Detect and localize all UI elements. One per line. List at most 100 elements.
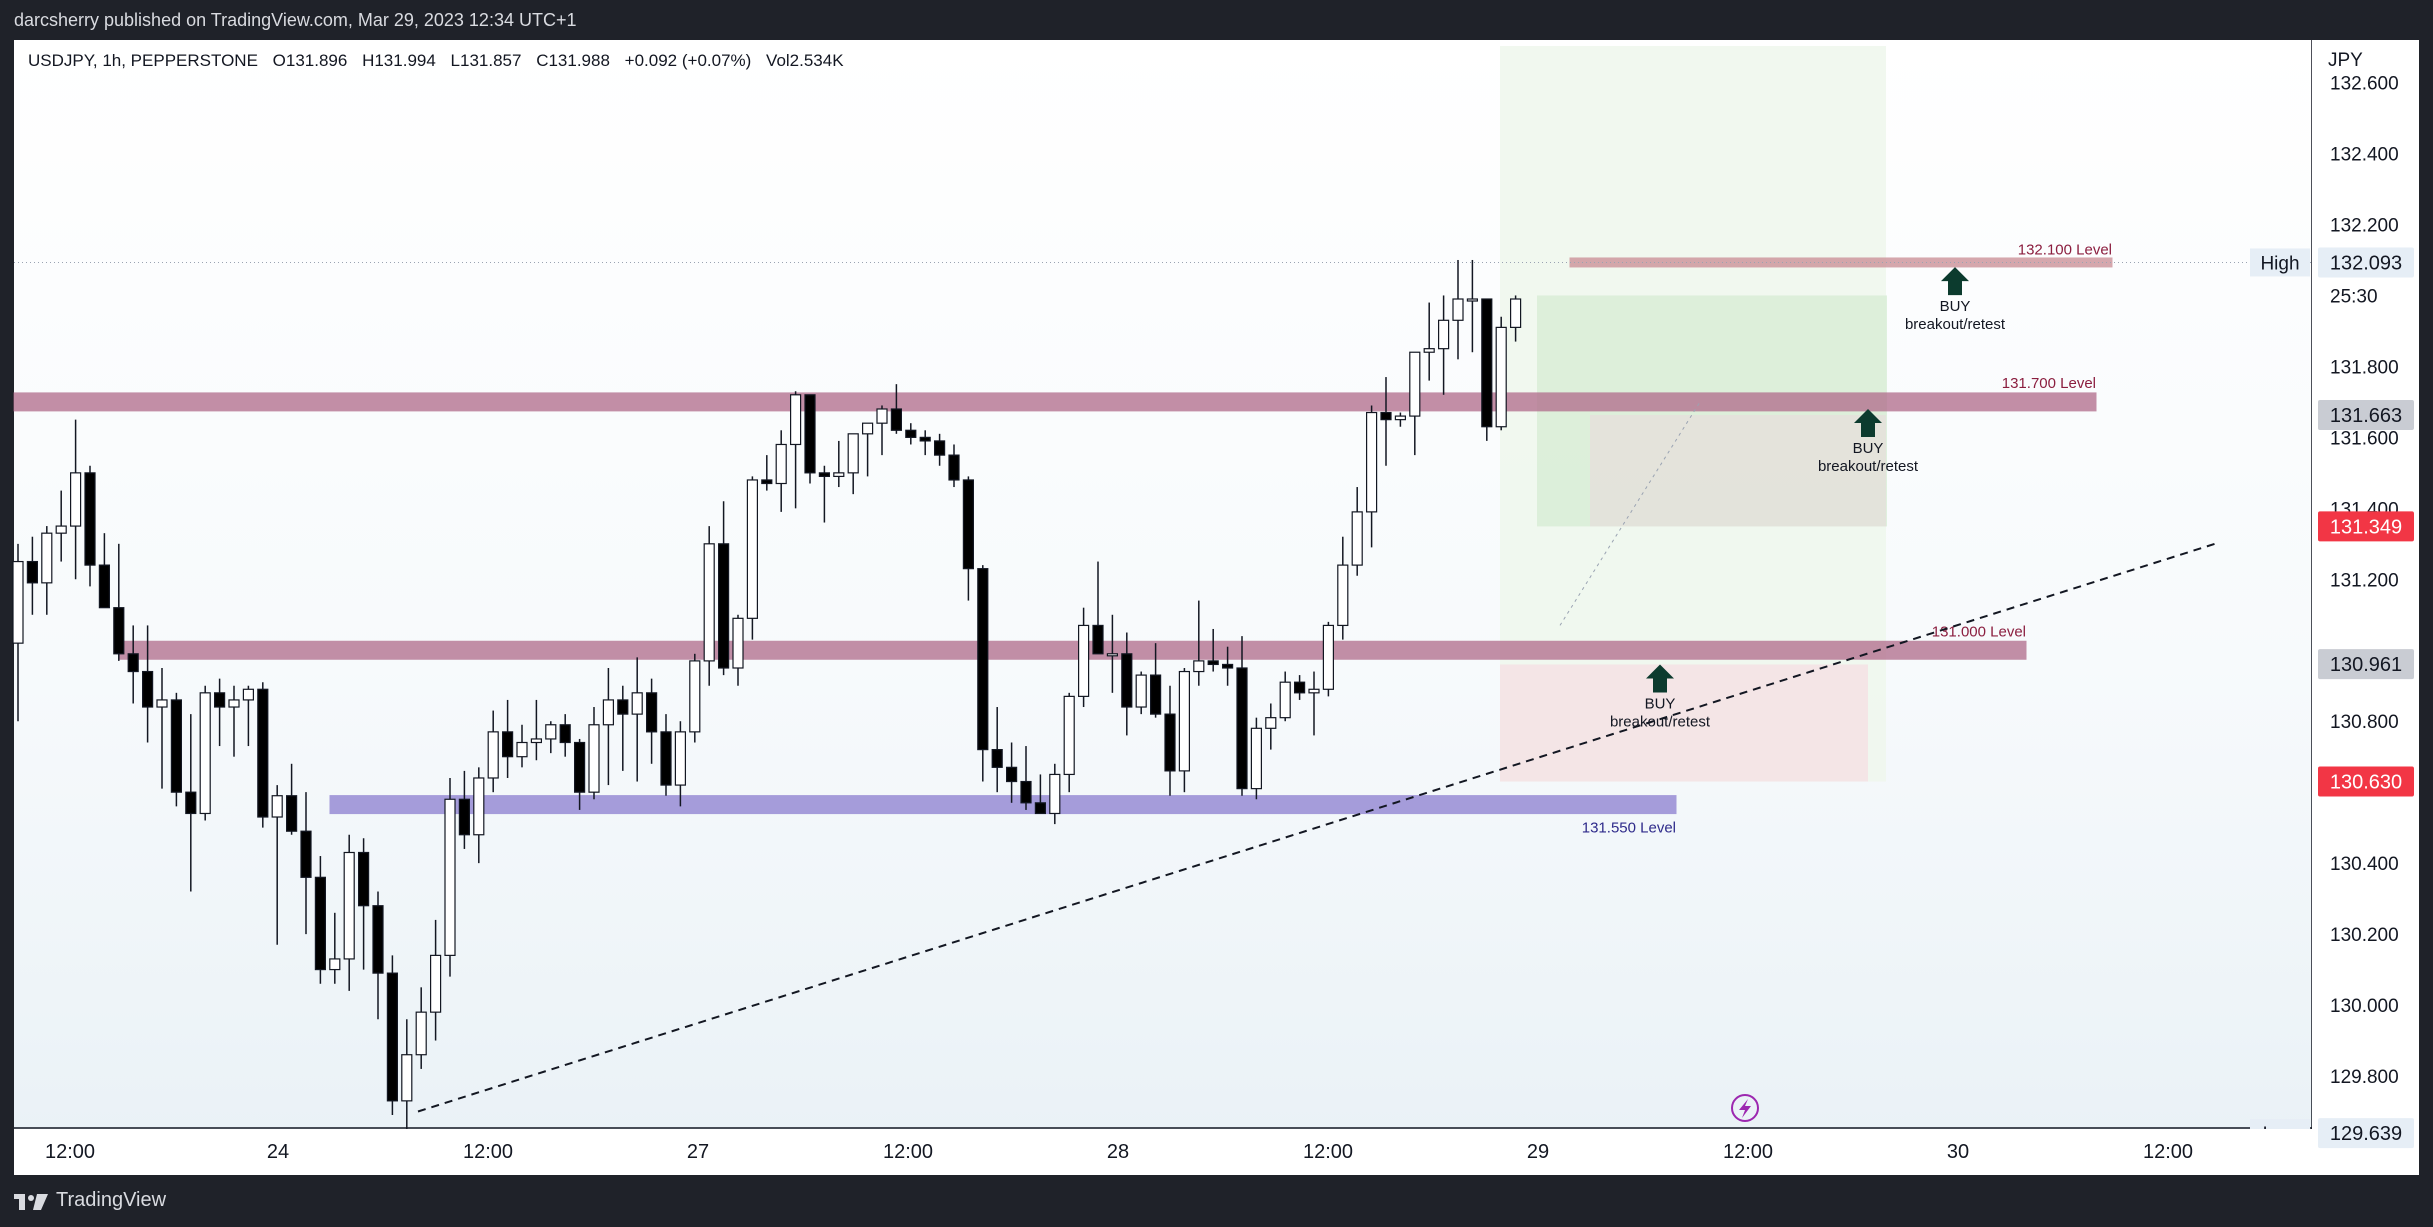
x-tick-label: 12:00 (1723, 1141, 1773, 1163)
level-band (119, 640, 2027, 660)
breakout-retest-label: breakout/retest (1818, 458, 1919, 475)
candle-body (717, 543, 730, 669)
candle-body (1452, 298, 1464, 321)
candle-body (1279, 681, 1291, 719)
candle (487, 710, 499, 793)
y-tick-label: 132.200 (2330, 215, 2399, 236)
candle-body (1293, 681, 1306, 694)
candle (1452, 259, 1464, 360)
candle (502, 699, 514, 778)
candle (156, 667, 168, 789)
candle (1322, 621, 1335, 697)
chart-area[interactable] (14, 40, 2419, 1175)
y-tick-label: 129.800 (2330, 1067, 2399, 1088)
x-tick-label: 27 (687, 1141, 709, 1163)
candle (1193, 600, 1205, 686)
candle-body (746, 479, 759, 619)
candle-body (458, 798, 470, 836)
candle-body (55, 525, 67, 534)
candle (1106, 614, 1119, 693)
ticker-low: L131.857 (450, 51, 522, 70)
candle (861, 422, 874, 477)
candle (717, 501, 730, 676)
candle (1495, 316, 1507, 431)
candle (789, 391, 802, 509)
candle-body (386, 972, 398, 1102)
candle-body (689, 660, 701, 733)
candle (1265, 703, 1277, 750)
price-tag-value: 129.639 (2330, 1123, 2402, 1145)
candle-body (1121, 653, 1133, 708)
candle (1351, 487, 1363, 576)
candle-body (588, 724, 600, 793)
candle-body (1049, 773, 1061, 815)
candle-body (559, 724, 571, 744)
candle (372, 891, 384, 1020)
y-tick-label: 130.200 (2330, 925, 2399, 946)
candle-body (156, 699, 168, 708)
candle-body (228, 699, 240, 708)
candle (746, 476, 759, 640)
candle-body (991, 748, 1003, 768)
level-label: 131.700 Level (2002, 375, 2096, 392)
candle (185, 714, 197, 892)
stop-loss-zone (1500, 664, 1868, 782)
candle (689, 653, 701, 743)
candle (69, 419, 82, 580)
candle-body (26, 560, 38, 584)
candle (127, 625, 139, 704)
candle-body (300, 830, 312, 878)
candle-body (977, 568, 989, 751)
price-axis-bg (2312, 40, 2419, 1175)
candle (199, 685, 211, 821)
candle (732, 614, 744, 686)
ticker-open: O131.896 (272, 51, 348, 70)
candle (1423, 302, 1435, 381)
candle-body (372, 905, 384, 974)
candle-body (789, 394, 802, 446)
breakout-retest-label: breakout/retest (1905, 316, 2006, 333)
candle-body (1193, 660, 1205, 673)
candle (660, 714, 672, 796)
candle (401, 1019, 413, 1130)
time-axis-bg (14, 1129, 2312, 1175)
level-label: 131.550 Level (1582, 820, 1676, 837)
candle (674, 721, 687, 807)
candle (1049, 763, 1061, 825)
candle (703, 526, 715, 686)
candle-body (199, 692, 211, 815)
candle-body (775, 443, 787, 485)
candle-body (1149, 674, 1162, 715)
candle-body (185, 791, 197, 815)
candle (41, 526, 53, 615)
candle (962, 476, 975, 601)
candle-body (516, 741, 528, 758)
candle-body (847, 433, 859, 474)
y-tick-label: 130.800 (2330, 712, 2399, 733)
candle-body (1466, 298, 1479, 302)
candle (1135, 671, 1147, 715)
retest-dashed-line (1559, 401, 1701, 626)
tradingview-brand[interactable]: TradingView (14, 1189, 166, 1212)
candle (890, 384, 903, 434)
candle-body (257, 688, 269, 818)
candle-body (1481, 298, 1493, 428)
footer-bar: TradingView (0, 1175, 2433, 1227)
candle-body (113, 607, 125, 655)
price-tag-value: 131.349 (2330, 516, 2402, 538)
candle-body (732, 617, 744, 669)
candle-body (430, 954, 442, 1013)
y-tick-label: 130.000 (2330, 996, 2399, 1017)
candle (1221, 646, 1234, 686)
x-tick-label: 12:00 (1303, 1141, 1353, 1163)
candle-body (1423, 348, 1435, 353)
x-tick-label: 28 (1107, 1141, 1129, 1163)
candle (1466, 259, 1479, 353)
candle-body (401, 1054, 413, 1102)
candle-body (761, 479, 773, 485)
candle-body (1437, 319, 1450, 350)
price-tag-value: 131.663 (2330, 405, 2402, 427)
candle-body (1380, 411, 1392, 421)
